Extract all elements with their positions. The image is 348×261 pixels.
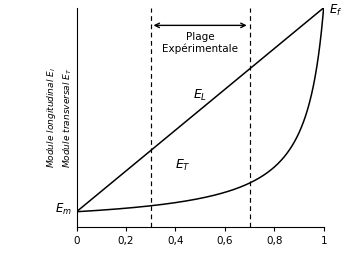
Text: $E_L$: $E_L$ [193, 88, 207, 103]
Text: $E_T$: $E_T$ [175, 158, 191, 173]
Text: Plage
Expérimentale: Plage Expérimentale [162, 32, 238, 54]
Y-axis label: Module longitudinal $E_l$
Module transversal $E_T$: Module longitudinal $E_l$ Module transve… [45, 67, 74, 168]
Text: $E_f$: $E_f$ [329, 2, 342, 17]
Text: $E_m$: $E_m$ [55, 202, 72, 217]
